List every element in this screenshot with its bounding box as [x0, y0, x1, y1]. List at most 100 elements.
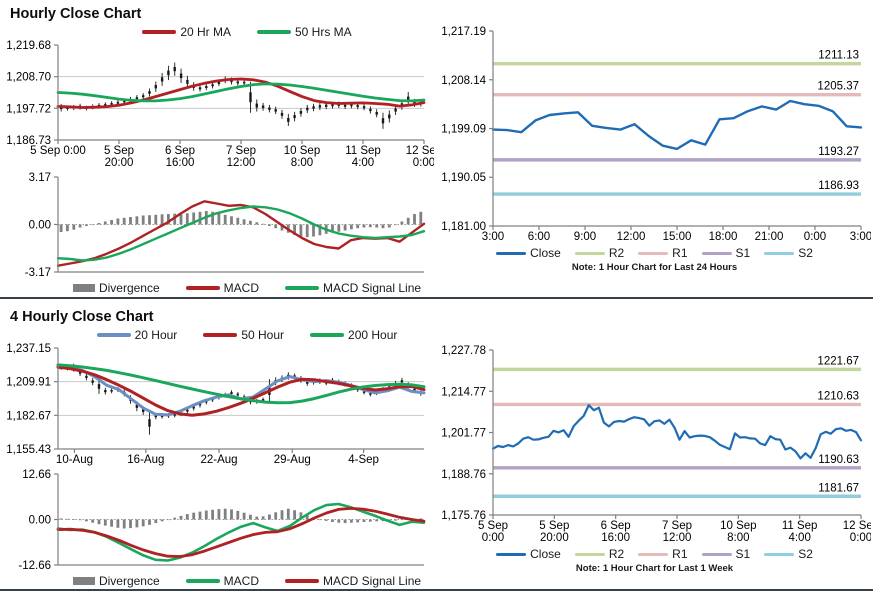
svg-text:3:00: 3:00 — [849, 231, 870, 243]
svg-text:1,199.09: 1,199.09 — [441, 124, 486, 136]
svg-text:6 Sep: 6 Sep — [600, 520, 630, 532]
legend-swatch — [185, 579, 220, 583]
legend-label: 20 Hour — [134, 328, 178, 342]
legend-item-50-hour: 50 Hour — [203, 328, 284, 342]
fourhourly-macd-legend: Divergence MACD MACD Signal Line — [4, 573, 436, 589]
svg-text:5 Sep: 5 Sep — [477, 520, 507, 532]
legend-item-macd-signal-line: MACD Signal Line — [285, 574, 421, 588]
svg-text:1,217.19: 1,217.19 — [441, 26, 486, 38]
svg-text:1190.63: 1190.63 — [818, 454, 859, 466]
weekly-sr-note: Note: 1 Hour Chart for Last 1 Week — [575, 563, 734, 574]
svg-text:12 Sep: 12 Sep — [406, 145, 434, 157]
svg-text:1186.93: 1186.93 — [818, 180, 859, 192]
fourhourly-ma-legend: 20 Hour 50 Hour 200 Hour — [4, 327, 436, 343]
svg-text:18:00: 18:00 — [708, 231, 737, 243]
svg-text:-3.17: -3.17 — [25, 267, 51, 279]
svg-text:1,208.70: 1,208.70 — [6, 72, 51, 84]
legend-item-s1: S1 — [701, 246, 750, 260]
section-divider — [0, 297, 873, 299]
svg-text:5 Sep: 5 Sep — [104, 145, 134, 157]
legend-swatch — [496, 251, 527, 255]
svg-text:1,188.76: 1,188.76 — [441, 469, 486, 481]
svg-text:15:00: 15:00 — [662, 231, 691, 243]
hourly-sr-legend: Close R2 R1 S1 S2 — [496, 244, 813, 262]
legend-item-close: Close — [496, 246, 561, 260]
svg-text:20:00: 20:00 — [539, 532, 568, 544]
svg-text:10 Sep: 10 Sep — [284, 145, 320, 157]
fourhourly-price-chart: 1,237.15 1,209.91 1,182.67 1,155.43 10-Aug 16… — [6, 343, 426, 466]
svg-text:0:00: 0:00 — [413, 157, 434, 169]
svg-text:20:00: 20:00 — [105, 157, 134, 169]
svg-text:21:00: 21:00 — [754, 231, 783, 243]
legend-item-r1: R1 — [638, 547, 688, 561]
legend-label: R2 — [608, 246, 625, 260]
svg-text:1,227.78: 1,227.78 — [441, 345, 486, 357]
legend-swatch — [203, 333, 238, 337]
hourly-close-section: Hourly Close Chart 20 Hr MA 50 Hrs MA 1,2… — [0, 0, 436, 297]
legend-swatch — [764, 251, 795, 255]
svg-text:0:00: 0:00 — [481, 532, 503, 544]
svg-text:1,208.14: 1,208.14 — [441, 75, 486, 87]
legend-swatch — [142, 30, 177, 34]
svg-text:0.00: 0.00 — [29, 220, 51, 232]
fourhourly-row: 4 Hourly Close Chart 20 Hour 50 Hour 200 H… — [0, 299, 873, 589]
svg-text:10-Aug: 10-Aug — [56, 454, 93, 466]
legend-item-divergence: Divergence — [72, 281, 160, 295]
legend-swatch — [701, 552, 732, 556]
svg-text:1,209.91: 1,209.91 — [6, 377, 51, 389]
svg-text:7 Sep: 7 Sep — [226, 145, 256, 157]
svg-text:1181.67: 1181.67 — [818, 482, 859, 494]
legend-label: MACD Signal Line — [323, 281, 422, 295]
legend-label: S1 — [735, 547, 751, 561]
legend-swatch — [638, 552, 669, 556]
legend-label: 50 Hour — [241, 328, 285, 342]
svg-text:4-Sep: 4-Sep — [348, 454, 379, 466]
svg-text:1,190.05: 1,190.05 — [441, 172, 486, 184]
legend-swatch — [185, 286, 220, 290]
svg-text:16:00: 16:00 — [601, 532, 630, 544]
legend-item-200-hour: 200 Hour — [310, 328, 397, 342]
legend-item-s2: S2 — [764, 547, 813, 561]
svg-text:22-Aug: 22-Aug — [200, 454, 237, 466]
svg-text:1193.27: 1193.27 — [818, 146, 859, 158]
legend-swatch — [72, 284, 95, 292]
svg-text:1,182.67: 1,182.67 — [6, 410, 51, 422]
legend-label: Divergence — [98, 574, 160, 588]
legend-swatch — [96, 333, 131, 337]
svg-text:1,175.76: 1,175.76 — [441, 510, 486, 522]
svg-text:4:00: 4:00 — [788, 532, 810, 544]
legend-swatch — [701, 251, 732, 255]
legend-item-20-hr-ma: 20 Hr MA — [142, 25, 231, 39]
legend-swatch — [285, 286, 319, 290]
svg-text:1211.13: 1211.13 — [818, 50, 859, 62]
hourly-chart-title: Hourly Close Chart — [10, 6, 142, 22]
legend-label: S2 — [798, 246, 813, 260]
legend-item-macd: MACD — [185, 281, 259, 295]
svg-text:6:00: 6:00 — [527, 231, 549, 243]
svg-text:4:00: 4:00 — [352, 157, 374, 169]
svg-text:12:00: 12:00 — [227, 157, 256, 169]
legend-item-close: Close — [496, 547, 561, 561]
svg-text:1,214.77: 1,214.77 — [441, 386, 486, 398]
legend-item-macd: MACD — [185, 574, 259, 588]
svg-text:11 Sep: 11 Sep — [781, 520, 817, 532]
fourhourly-close-section: 4 Hourly Close Chart 20 Hour 50 Hour 200 H… — [0, 299, 436, 589]
svg-text:11 Sep: 11 Sep — [345, 145, 381, 157]
fourhourly-macd-chart: 12.66 0.00 -12.66 — [18, 469, 426, 572]
hourly-macd-chart: 3.17 0.00 -3.17 — [25, 172, 426, 279]
legend-label: MACD Signal Line — [323, 574, 422, 588]
legend-item-50-hrs-ma: 50 Hrs MA — [257, 25, 352, 39]
svg-text:12.66: 12.66 — [22, 469, 51, 481]
legend-label: 200 Hour — [348, 328, 398, 342]
legend-swatch — [574, 251, 605, 255]
fourhourly-chart-title: 4 Hourly Close Chart — [10, 309, 154, 325]
svg-text:3:00: 3:00 — [481, 231, 503, 243]
svg-text:1,201.77: 1,201.77 — [441, 428, 486, 440]
weekly-sr-legend: Close R2 R1 S1 S2 — [496, 545, 813, 563]
svg-text:1,186.73: 1,186.73 — [6, 135, 51, 147]
weekly-sr-section: 1221.67 1210.63 1190.63 1181.67 1,227.78 1,21… — [436, 299, 873, 589]
svg-text:8:00: 8:00 — [727, 532, 749, 544]
legend-item-s2: S2 — [764, 246, 813, 260]
svg-text:7 Sep: 7 Sep — [661, 520, 691, 532]
